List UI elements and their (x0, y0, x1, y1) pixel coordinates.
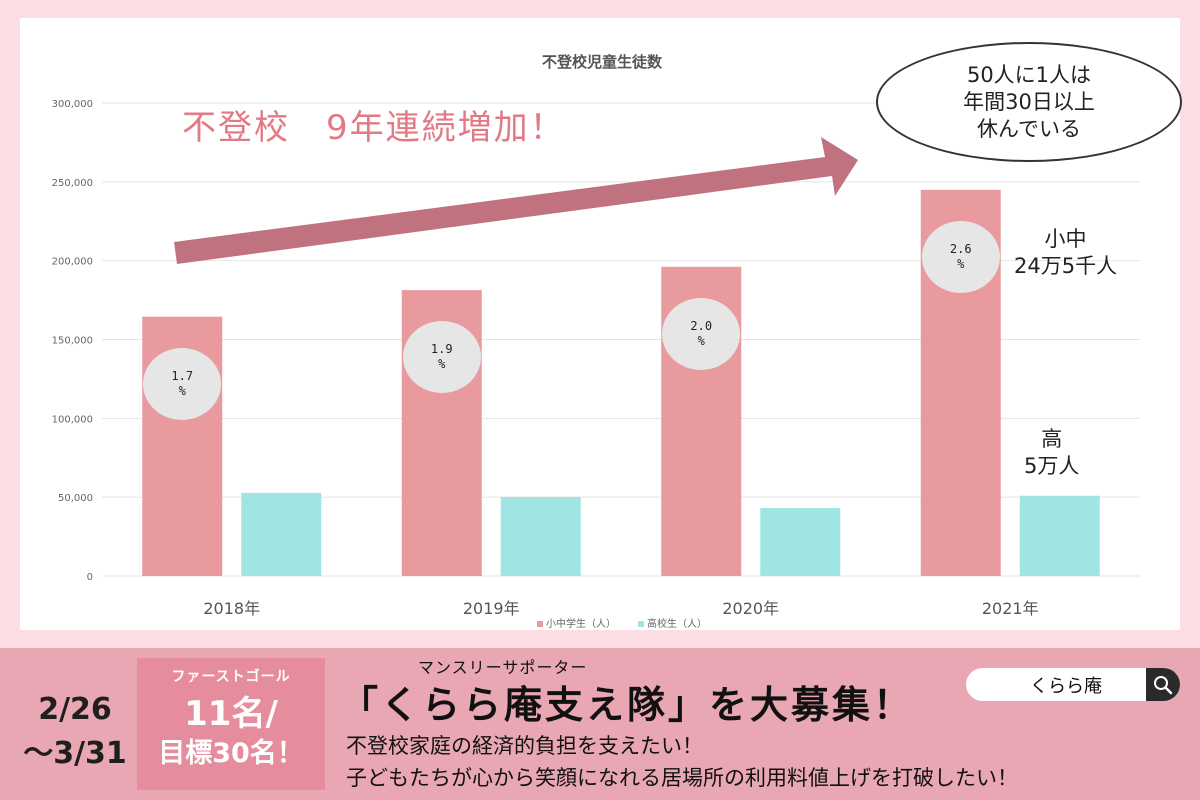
callout-ellipse: 50人に1人は 年間30日以上 休んでいる (876, 42, 1182, 162)
y-tick-label: 200,000 (52, 257, 93, 268)
note-line: 高 (1041, 427, 1063, 451)
percent-bubble: 2.0% (662, 297, 741, 370)
note-line: 5万人 (1024, 454, 1080, 478)
legend-label: 小中学生（人） (546, 617, 616, 630)
headline: 不登校 9年連続増加！ (182, 108, 566, 148)
x-tick-label: 2020年 (722, 599, 779, 618)
percent-unit: % (178, 383, 186, 398)
bar-high (1019, 495, 1100, 576)
search-text[interactable]: くらら庵 (1030, 675, 1102, 697)
y-tick-label: 150,000 (52, 336, 93, 347)
percent-value: 1.7 (171, 368, 194, 383)
goal-target: 目標30名！ (158, 738, 304, 769)
search-button[interactable] (1146, 668, 1180, 701)
callout-line: 50人に1人は (966, 62, 1092, 87)
bar-high (241, 492, 322, 576)
percent-value: 2.6 (949, 241, 972, 256)
x-tick-label: 2018年 (203, 599, 260, 618)
legend: 小中学生（人） 高校生（人） (537, 617, 707, 630)
callout-line: 年間30日以上 (963, 89, 1095, 114)
goal-label: ファーストゴール (171, 669, 291, 685)
y-tick-label: 100,000 (52, 414, 93, 425)
x-tick-label: 2019年 (463, 599, 520, 618)
banner-line-1: 不登校家庭の経済的負担を支えたい！ (346, 734, 703, 758)
goal-box: ファーストゴール 11名/ 目標30名！ (137, 658, 325, 790)
y-tick-label: 50,000 (58, 493, 93, 504)
percent-bubble: 1.7% (143, 347, 222, 420)
elementary-total-note: 小中 24万5千人 (1014, 226, 1117, 280)
date-end: ～3/31 (23, 736, 127, 771)
note-line: 24万5千人 (1014, 254, 1118, 278)
percent-value: 1.9 (430, 342, 453, 357)
trend-arrow (174, 137, 858, 264)
percent-unit: % (438, 357, 446, 372)
banner-line-2: 子どもたちが心から笑顔になれる居場所の利用料値上げを打破したい！ (346, 766, 1018, 790)
y-tick-label: 300,000 (52, 99, 93, 110)
high-total-note: 高 5万人 (1024, 426, 1079, 480)
y-tick-label: 250,000 (52, 178, 93, 189)
percent-unit: % (697, 333, 705, 348)
percent-bubble: 1.9% (402, 321, 481, 394)
x-axis: 2018年 2019年 2020年 2021年 (203, 599, 1038, 618)
percent-bubble: 2.6% (921, 220, 1000, 293)
search-box[interactable]: くらら庵 (966, 668, 1180, 701)
y-tick-label: 0 (87, 572, 93, 583)
legend-label: 高校生（人） (647, 617, 707, 630)
callout-line: 休んでいる (977, 116, 1081, 141)
x-tick-label: 2021年 (982, 599, 1039, 618)
goal-count: 11名/ (184, 694, 278, 734)
chart-title: 不登校児童生徒数 (542, 53, 663, 71)
y-axis: 0 50,000 100,000 150,000 200,000 250,000 300,0… (52, 99, 93, 583)
note-line: 小中 (1044, 227, 1087, 251)
bar-high (500, 497, 581, 576)
monthly-supporter-label: マンスリーサポーター (418, 658, 588, 677)
legend-swatch (638, 621, 644, 627)
legend-swatch (537, 621, 543, 627)
date-start: 2/26 (38, 692, 112, 727)
recruit-title: 「くらら庵支え隊」を大募集！ (340, 683, 915, 727)
percent-unit: % (957, 256, 965, 271)
bar-high (760, 508, 841, 576)
campaign-dates: 2/26 ～3/31 (20, 688, 130, 776)
search-icon (1154, 675, 1173, 694)
percent-value: 2.0 (690, 318, 713, 333)
